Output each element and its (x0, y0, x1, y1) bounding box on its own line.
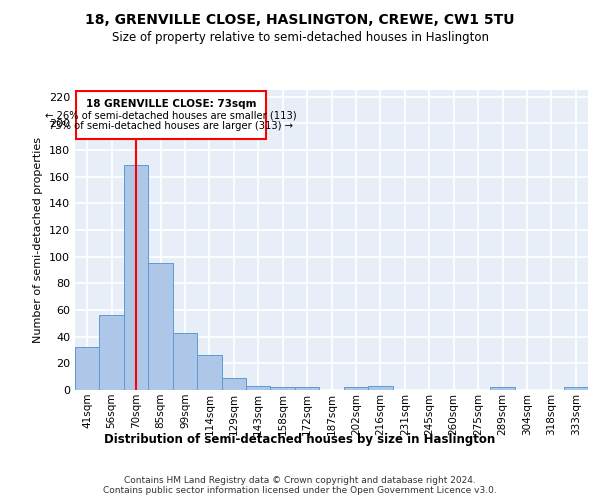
Text: ← 26% of semi-detached houses are smaller (113): ← 26% of semi-detached houses are smalle… (45, 110, 296, 120)
Bar (295, 388, 319, 390)
Bar (271, 388, 295, 390)
Text: 18, GRENVILLE CLOSE, HASLINGTON, CREWE, CW1 5TU: 18, GRENVILLE CLOSE, HASLINGTON, CREWE, … (85, 12, 515, 26)
Bar (100, 316, 124, 390)
Text: Size of property relative to semi-detached houses in Haslington: Size of property relative to semi-detach… (112, 31, 488, 44)
Bar (490, 388, 515, 390)
Bar (173, 332, 197, 390)
Bar (124, 164, 148, 390)
FancyBboxPatch shape (76, 92, 266, 140)
Bar (563, 388, 588, 390)
Bar (368, 386, 392, 390)
Text: Contains HM Land Registry data © Crown copyright and database right 2024.
Contai: Contains HM Land Registry data © Crown c… (103, 476, 497, 496)
Bar (221, 378, 246, 390)
Bar (344, 388, 368, 390)
Text: 73% of semi-detached houses are larger (313) →: 73% of semi-detached houses are larger (… (49, 120, 293, 130)
Y-axis label: Number of semi-detached properties: Number of semi-detached properties (34, 137, 43, 343)
Bar (148, 264, 173, 390)
Bar (197, 356, 221, 390)
Bar (75, 348, 100, 390)
Bar (246, 386, 271, 390)
Text: Distribution of semi-detached houses by size in Haslington: Distribution of semi-detached houses by … (104, 432, 496, 446)
Text: 18 GRENVILLE CLOSE: 73sqm: 18 GRENVILLE CLOSE: 73sqm (86, 100, 256, 110)
